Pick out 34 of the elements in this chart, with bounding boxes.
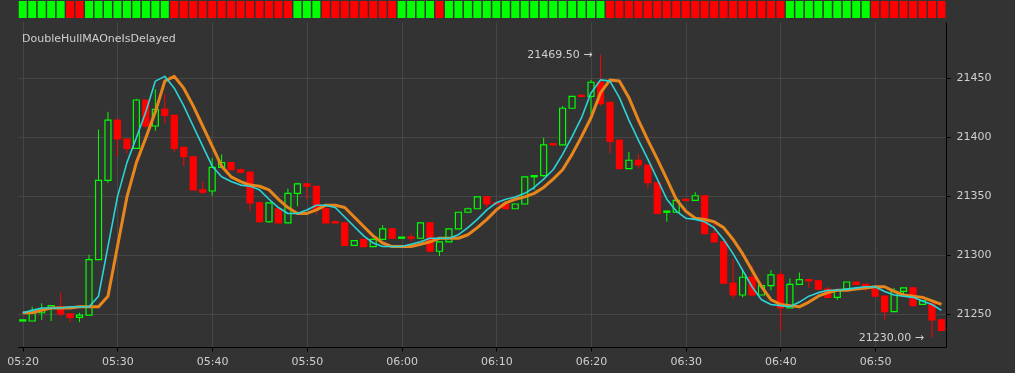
x-tick-label: 06:50 (859, 354, 892, 368)
candlestick (161, 93, 169, 125)
candlestick (66, 313, 74, 323)
candlestick (407, 233, 415, 243)
text: DoubleHullMAOneIsDelayed (22, 32, 176, 45)
candlestick (265, 202, 273, 224)
y-tick-label: 21400 (956, 130, 992, 144)
candlestick (881, 295, 889, 321)
candlestick (180, 146, 188, 167)
x-tick-label: 05:30 (102, 354, 134, 368)
candlestick (303, 183, 311, 200)
candlestick (805, 279, 813, 289)
candlestick (928, 302, 936, 339)
x-tick-label: 05:40 (196, 354, 229, 368)
y-tick-label: 21300 (956, 248, 992, 262)
x-tick-label: 05:50 (291, 354, 324, 368)
y-tick-label: 21450 (956, 71, 992, 85)
x-tick-label: 06:00 (386, 354, 418, 368)
annotation: 21469.50 → (527, 47, 593, 61)
candlestick (644, 164, 652, 190)
candlestick (341, 222, 349, 246)
x-tick-label: 05:20 (7, 354, 40, 368)
candlestick (113, 119, 122, 158)
x-tick-label: 06:20 (575, 354, 608, 368)
candlestick (729, 259, 737, 300)
x-tick-label: 06:10 (480, 354, 513, 368)
x-tick-label: 06:40 (765, 354, 797, 368)
x-tick-label: 06:30 (670, 354, 703, 368)
candlestick (625, 151, 633, 170)
y-tick-label: 21350 (956, 189, 992, 203)
candlestick (208, 157, 216, 197)
annotation: 21230.00 → (858, 330, 924, 344)
y-tick-label: 21250 (956, 307, 992, 321)
candlestick (767, 269, 775, 291)
